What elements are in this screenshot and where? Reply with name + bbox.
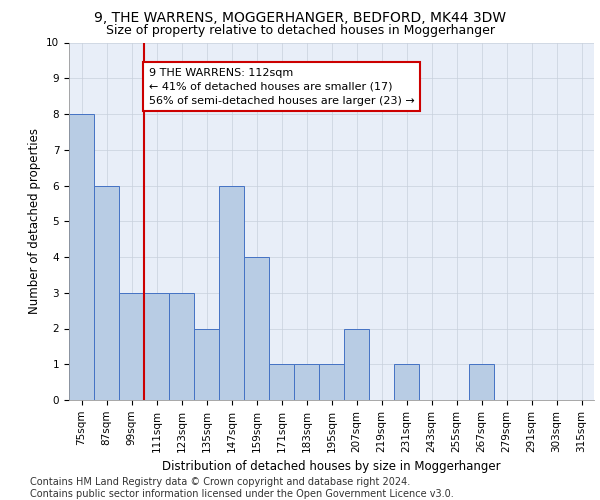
Bar: [269, 364, 294, 400]
Text: 9 THE WARRENS: 112sqm
← 41% of detached houses are smaller (17)
56% of semi-deta: 9 THE WARRENS: 112sqm ← 41% of detached …: [149, 68, 415, 106]
Bar: [319, 364, 344, 400]
Bar: [69, 114, 94, 400]
Y-axis label: Number of detached properties: Number of detached properties: [28, 128, 41, 314]
Bar: [219, 186, 244, 400]
Text: Contains HM Land Registry data © Crown copyright and database right 2024.
Contai: Contains HM Land Registry data © Crown c…: [30, 478, 454, 499]
Bar: [144, 292, 169, 400]
Text: 9, THE WARRENS, MOGGERHANGER, BEDFORD, MK44 3DW: 9, THE WARRENS, MOGGERHANGER, BEDFORD, M…: [94, 11, 506, 25]
Bar: [394, 364, 419, 400]
Bar: [344, 328, 369, 400]
Bar: [194, 328, 219, 400]
X-axis label: Distribution of detached houses by size in Moggerhanger: Distribution of detached houses by size …: [162, 460, 501, 473]
Bar: [294, 364, 319, 400]
Bar: [469, 364, 494, 400]
Bar: [119, 292, 144, 400]
Bar: [169, 292, 194, 400]
Bar: [94, 186, 119, 400]
Text: Size of property relative to detached houses in Moggerhanger: Size of property relative to detached ho…: [106, 24, 494, 37]
Bar: [244, 257, 269, 400]
